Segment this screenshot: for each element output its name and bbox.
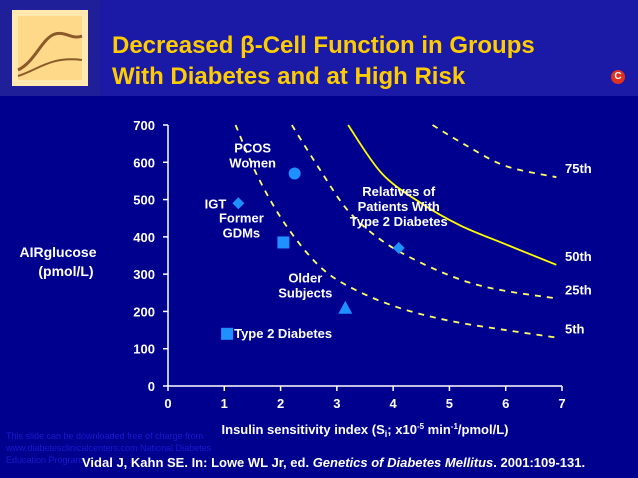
citation-book: Genetics of Diabetes Mellitus: [312, 455, 494, 470]
x-tick-label: 7: [558, 396, 565, 411]
group-label-line: Women: [229, 155, 276, 170]
y-axis-title-line-2: (pmol/L): [38, 263, 93, 279]
curve-25th: [291, 124, 557, 300]
x-axis-title-part: -1: [451, 422, 459, 431]
slide-title: Decreased β-Cell Function in Groups With…: [112, 30, 535, 92]
group-label: IGT: [205, 196, 227, 211]
marker-diamond: [232, 197, 245, 210]
y-tick-label: 600: [133, 155, 155, 170]
marker-square: [277, 236, 290, 249]
title-line-1: Decreased β-Cell Function in Groups: [112, 32, 535, 59]
y-tick-label: 0: [148, 379, 155, 394]
y-axis-title-line-1: AIRglucose: [19, 244, 96, 260]
x-axis-title-part: i: [385, 429, 388, 439]
group-label-line: Type 2 Diabetes: [350, 214, 448, 229]
y-tick-label: 100: [133, 342, 155, 357]
title-line-2: With Diabetes and at High Risk: [112, 63, 466, 90]
x-axis-title-part: ; x10: [387, 422, 417, 437]
chart-axes: 0 100 200 300 400 500 600 700 0 1 2 3 4 5 6 7 Insulin se…: [19, 118, 565, 439]
copyright-badge-icon: C: [611, 70, 625, 84]
curve-label-50th: 50th: [565, 249, 592, 264]
percentile-curves: 75th 50th 25th 5th: [234, 124, 592, 339]
citation-suffix: . 2001:109-131.: [493, 455, 586, 470]
x-axis-title-part: -5: [417, 422, 425, 431]
x-axis-title-part: Insulin sensitivity index (S: [222, 422, 386, 437]
x-tick-label: 4: [390, 396, 398, 411]
x-tick-label: 5: [446, 396, 453, 411]
group-markers: [221, 167, 405, 340]
group-label-line: Former: [219, 210, 264, 225]
x-axis-title-part: min: [424, 422, 451, 437]
citation: Vidal J, Kahn SE. In: Lowe WL Jr, ed. Ge…: [82, 455, 585, 470]
y-tick-label: 700: [133, 118, 155, 133]
x-axis-title: Insulin sensitivity index (Si; x10-5 min…: [222, 422, 509, 439]
group-label-line: PCOS: [234, 140, 271, 155]
citation-prefix: Vidal J, Kahn SE. In: Lowe WL Jr, ed.: [82, 455, 313, 470]
group-label-line: Relatives of: [362, 184, 436, 199]
curve-label-25th: 25th: [565, 282, 592, 297]
x-axis-title-part: /pmol/L): [458, 422, 509, 437]
y-tick-label: 300: [133, 267, 155, 282]
y-tick-label: 200: [133, 304, 155, 319]
marker-square: [221, 327, 234, 340]
marker-triangle: [338, 300, 353, 314]
x-tick-label: 6: [502, 396, 509, 411]
curve-label-75th: 75th: [565, 161, 592, 176]
group-label: Type 2 Diabetes: [234, 326, 332, 341]
group-label-line: Patients With: [358, 199, 440, 214]
marker-diamond: [392, 242, 405, 255]
curve-50th: [347, 124, 557, 266]
group-label-line: Subjects: [278, 286, 332, 301]
curve-5th: [234, 124, 557, 339]
download-footnote: This slide can be downloaded free of cha…: [6, 431, 212, 465]
marker-circle: [288, 167, 301, 180]
curve-label-5th: 5th: [565, 322, 585, 337]
y-tick-label: 500: [133, 193, 155, 208]
y-tick-label: 400: [133, 230, 155, 245]
x-tick-label: 0: [164, 396, 171, 411]
group-label-line: Older: [288, 271, 322, 286]
x-tick-label: 3: [333, 396, 340, 411]
curve-75th: [432, 124, 557, 179]
x-tick-label: 1: [221, 396, 228, 411]
x-tick-label: 2: [277, 396, 284, 411]
logo: [0, 0, 100, 96]
title-bar: [0, 0, 638, 96]
group-label-line: GDMs: [223, 225, 261, 240]
